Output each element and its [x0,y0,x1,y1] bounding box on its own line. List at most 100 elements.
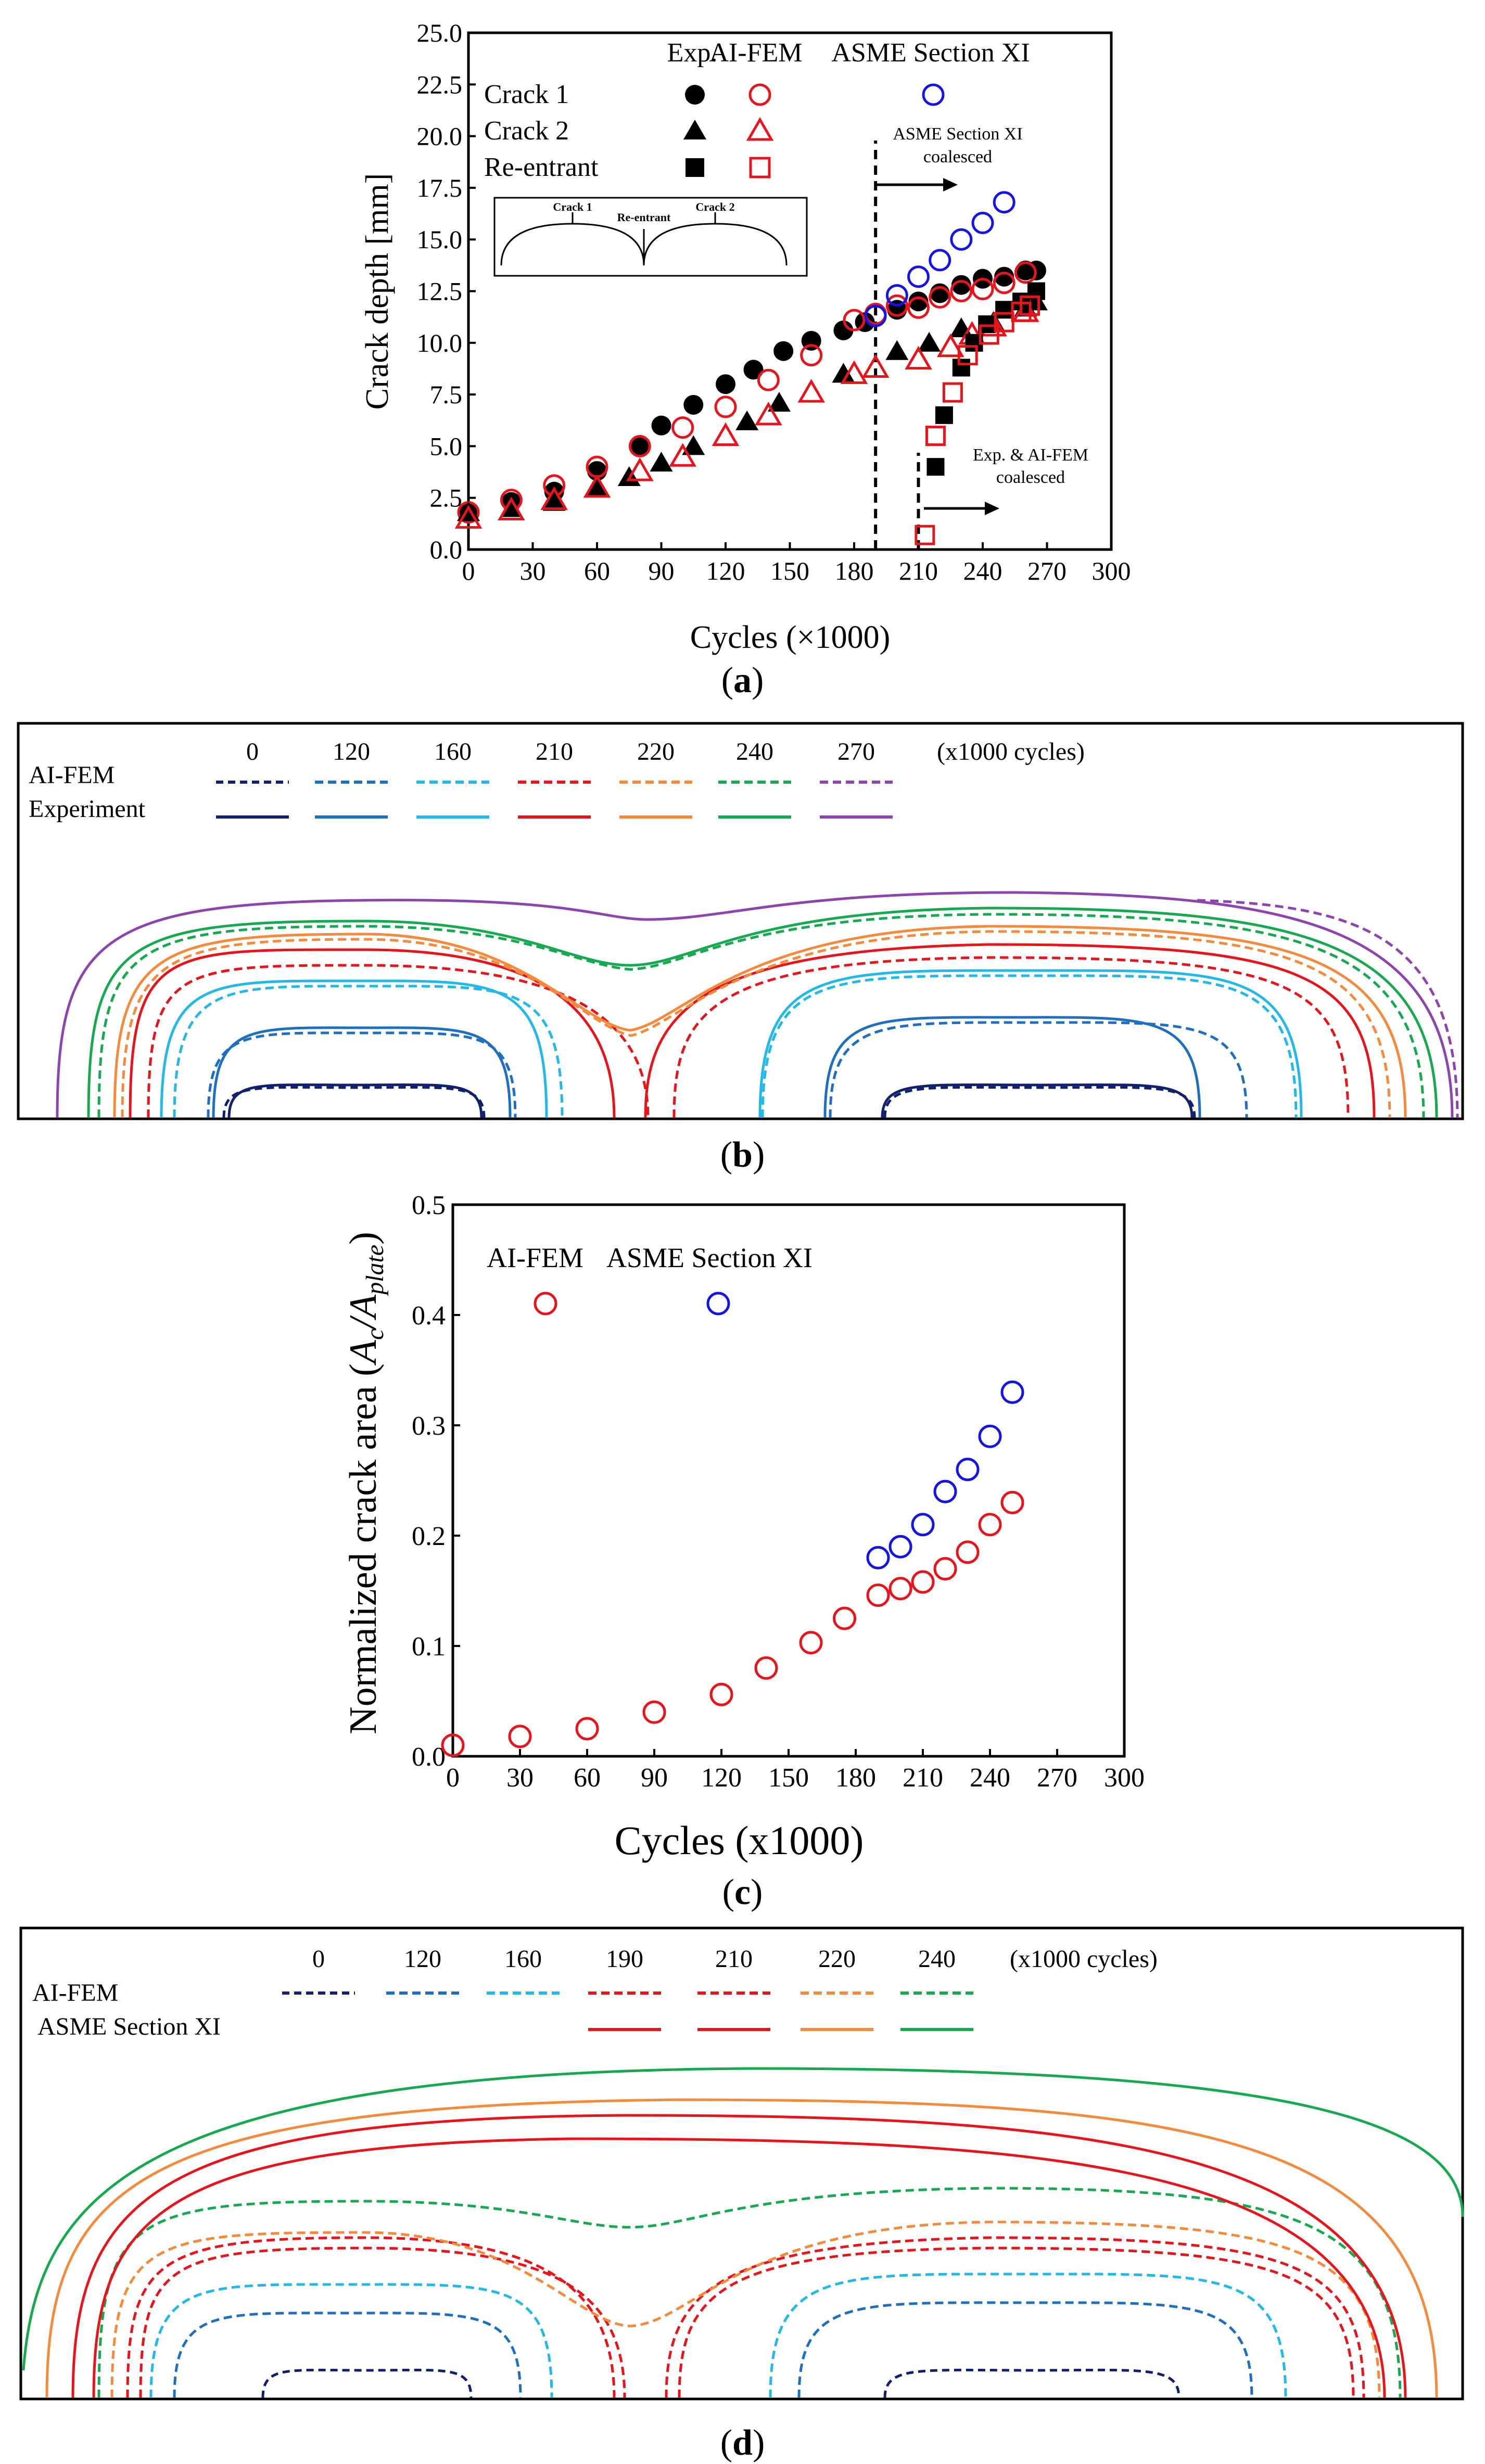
marker-crack-1-ai-fem [628,435,651,457]
legend-label-240: 240 [736,738,773,765]
x-tick-label-c: 120 [701,1763,742,1793]
legend-marker-crack1-aifem [748,83,771,106]
legend-row-reentrant: Re-entrant [484,152,599,182]
legend-row-crack1: Crack 1 [484,80,569,109]
x-tick-label-c: 300 [1104,1763,1145,1793]
x-tick-label-c: 150 [768,1763,809,1793]
legend-label-160: 160 [504,1945,542,1973]
marker-ai-fem [911,1570,935,1594]
legend-b: 0 120 160 210 220 240 270 [216,738,893,819]
legend-header-exp: Exp. [667,38,718,68]
markers-a [454,191,1048,545]
x-axis-label-c: Cycles (x1000) [615,1818,864,1863]
marker-ai-fem [866,1583,890,1607]
marker-crack-1-ai-fem [993,272,1016,295]
y-tick-label-c: 0.1 [412,1632,446,1662]
y-tick-label-a: 7.5 [430,380,463,409]
marker-re-entrant-ai-fem [994,312,1014,333]
legend-marker-crack1-asme [922,83,945,106]
marker-ai-fem [833,1606,856,1630]
contour-aifem-220 [121,930,1391,1118]
contour-aifem-120-left [173,2312,522,2398]
marker-crack-1-asme-section-xi [864,304,887,327]
marker-crack-1-exp- [683,394,704,415]
legend-asme-c: ASME Section XI [606,1242,813,1273]
contour-aifem-120-left [207,1031,517,1118]
legend-marker-reentrant-exp [686,158,704,177]
contour-aifem-0-left [222,1086,486,1118]
marker-crack-1-exp- [994,266,1014,287]
annotation-exp-line2: coalesced [996,468,1065,487]
marker-crack-2-ai-fem [861,354,890,378]
marker-ai-fem [754,1656,778,1680]
marker-crack-1-ai-fem [843,309,866,331]
contour-aifem-160-right [761,974,1298,1118]
marker-asme-section-xi [978,1424,1002,1448]
marker-crack-2-ai-fem [583,474,611,498]
x-tick-label-a: 210 [899,556,938,585]
legend-marker-reentrant-aifem [749,157,771,178]
marker-ai-fem [978,1513,1002,1537]
marker-crack-1-exp- [773,341,794,361]
marker-crack-2-exp- [832,363,855,383]
chart-a: 0 30 60 90 120 150 180 210 240 270 300 0.0 2.5 5.0 7.5… [360,18,1131,655]
annotation-asme-line1: ASME Section XI [893,124,1022,144]
chart-c: 0 30 60 90 120 150 180 210 240 270 300 0.0 0.1 0.2 0.3… [342,1191,1145,1863]
marker-crack-2-exp- [586,476,608,496]
marker-crack-1-exp- [951,275,971,295]
y-tick-label-a: 10.0 [417,328,463,358]
caption-b: (b) [720,1135,765,1175]
caption-c: (c) [722,1872,763,1912]
markers-c [441,1380,1024,1757]
contour-aifem-160-left [173,985,564,1118]
y-tick-label-a: 22.5 [417,70,463,99]
contour-exp-160-right [758,969,1303,1118]
marker-crack-2-ai-fem [540,486,568,510]
x-tick-label-c: 0 [446,1763,460,1793]
row-label-aifem-b: AI-FEM [29,761,115,789]
marker-crack-2-ai-fem [797,379,826,403]
marker-re-entrant-exp- [995,301,1013,319]
legend-label-0: 0 [312,1945,325,1973]
contour-panel-d: AI-FEM ASME Section XI (x1000 cycles) 0 1… [19,1926,1464,2401]
contour-asme-220 [45,2098,1438,2398]
marker-crack-1-ai-fem [907,296,930,319]
y-tick-label-a: 5.0 [430,431,463,461]
frame-d [19,1926,1464,2401]
x-tick-label-c: 270 [1037,1763,1077,1793]
caption-a: (a) [721,660,764,700]
annotation-asme-arrow [874,178,958,191]
legend-label-0: 0 [246,738,259,765]
legend-marker-crack2-exp [683,120,706,139]
marker-asme-section-xi [933,1479,957,1503]
legend-label-120: 120 [333,738,370,765]
unit-label-d: (x1000 cycles) [1010,1945,1158,1973]
marker-crack-1-exp- [630,436,650,456]
marker-asme-section-xi [911,1513,935,1537]
x-tick-label-a: 180 [835,556,874,585]
x-tick-label-a: 0 [462,556,475,585]
legend-header-asme: ASME Section XI [831,38,1030,68]
marker-ai-fem [799,1631,823,1655]
contour-exp-210-left [129,948,616,1118]
marker-re-entrant-ai-fem [915,525,935,545]
y-tick-label-c: 0.0 [412,1742,446,1772]
x-tick-label-c: 30 [506,1763,534,1793]
contour-aifem-160-right [769,2273,1287,2398]
contour-aifem-190-right [665,2236,1365,2398]
marker-crack-1-asme-section-xi [993,191,1016,214]
marker-asme-section-xi [889,1535,912,1559]
contour-aifem-210-right [672,956,1350,1118]
axis-ticks-a: 0 30 60 90 120 150 180 210 240 270 300 0.0 2.5 5.0 7.5… [417,18,1131,585]
marker-asme-section-xi [956,1458,980,1482]
y-tick-label-a: 25.0 [417,18,463,47]
unit-label-b: (x1000 cycles) [937,738,1085,765]
contour-asme-240 [22,2067,1464,2371]
marker-crack-2-exp- [650,452,673,472]
marker-crack-2-ai-fem [712,422,740,446]
marker-crack-1-asme-section-xi [929,249,951,272]
legend-aifem-c: AI-FEM [487,1242,583,1273]
marker-re-entrant-ai-fem [925,426,946,446]
y-axis-label-c: Normalized crack area (Ac/Aplate) [342,1232,389,1734]
plot-area-a [467,31,1113,551]
